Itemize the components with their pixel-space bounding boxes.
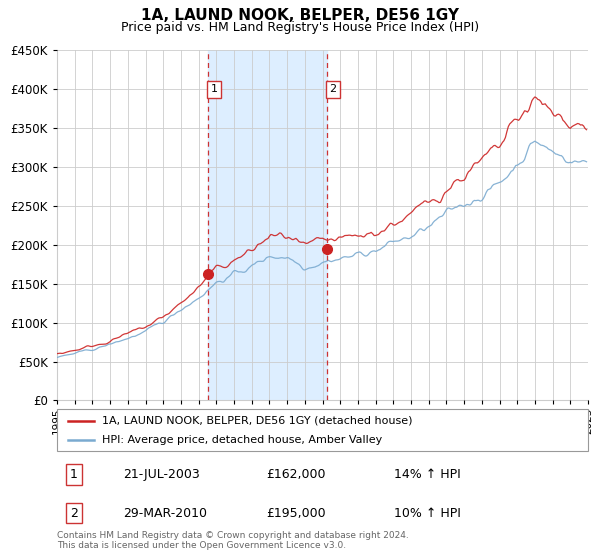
Text: 2: 2 (70, 507, 78, 520)
Text: 14% ↑ HPI: 14% ↑ HPI (394, 468, 461, 481)
Text: 21-JUL-2003: 21-JUL-2003 (124, 468, 200, 481)
Text: 1A, LAUND NOOK, BELPER, DE56 1GY (detached house): 1A, LAUND NOOK, BELPER, DE56 1GY (detach… (102, 416, 413, 426)
Text: 1: 1 (211, 85, 218, 94)
Text: £195,000: £195,000 (267, 507, 326, 520)
Text: 10% ↑ HPI: 10% ↑ HPI (394, 507, 461, 520)
Text: Price paid vs. HM Land Registry's House Price Index (HPI): Price paid vs. HM Land Registry's House … (121, 21, 479, 34)
Bar (208, 50, 326, 400)
Text: 29-MAR-2010: 29-MAR-2010 (124, 507, 208, 520)
Text: 1A, LAUND NOOK, BELPER, DE56 1GY: 1A, LAUND NOOK, BELPER, DE56 1GY (141, 8, 459, 24)
Text: 1: 1 (70, 468, 78, 481)
Text: HPI: Average price, detached house, Amber Valley: HPI: Average price, detached house, Ambe… (102, 435, 382, 445)
Text: 2: 2 (329, 85, 337, 94)
Text: £162,000: £162,000 (267, 468, 326, 481)
Text: Contains HM Land Registry data © Crown copyright and database right 2024.
This d: Contains HM Land Registry data © Crown c… (57, 531, 409, 550)
